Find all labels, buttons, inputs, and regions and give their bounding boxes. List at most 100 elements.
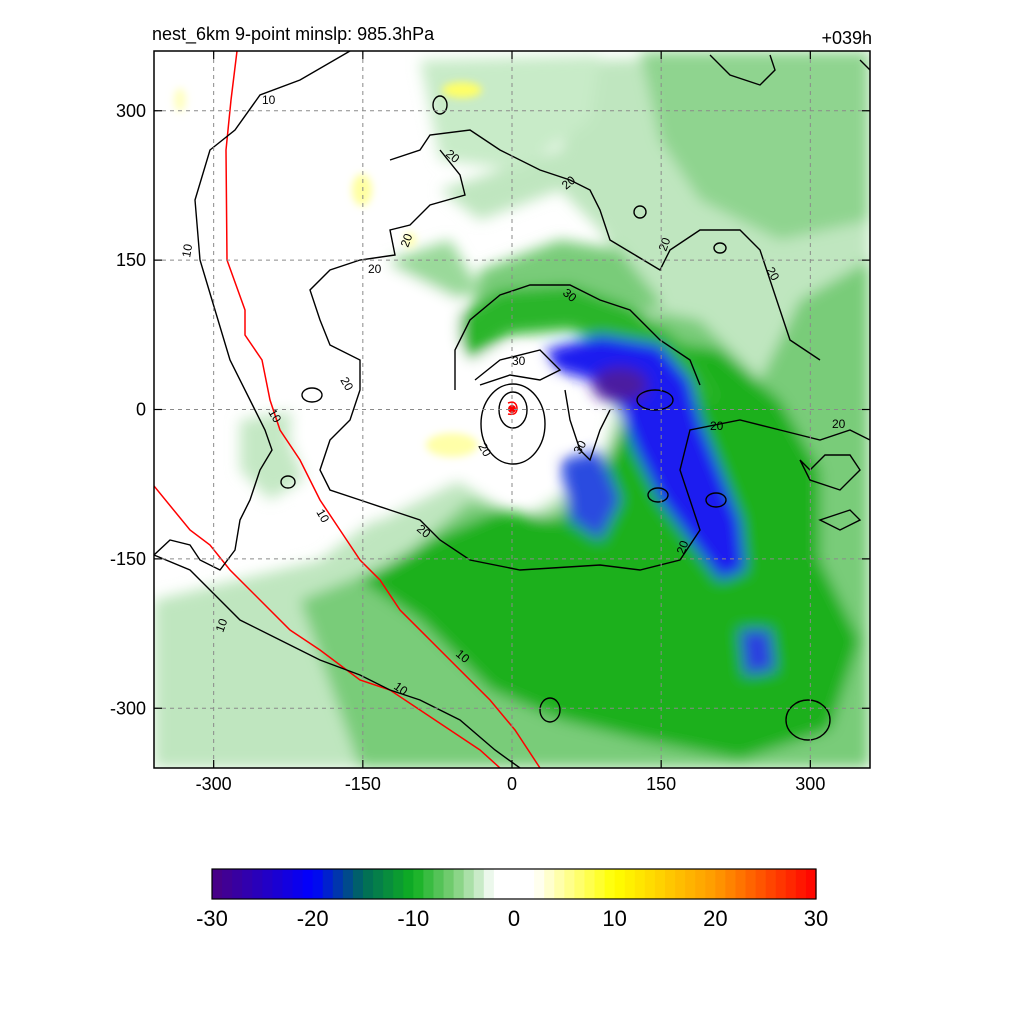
yellow-patch-2 [352,174,372,206]
colorbar-box [644,869,656,899]
contour-30-inner-arc [474,349,562,386]
colorbar-box [352,869,364,899]
contour-label-20k: 20 [832,417,846,431]
contour-eye-outer [480,383,546,465]
contour-label-20d: 20 [337,375,356,394]
contours [154,51,870,768]
colorbar-box [242,869,253,899]
contour-small-6 [432,95,448,115]
colorbar-box [493,869,505,899]
x-tick-label: 150 [646,774,676,794]
x-axis: -300 -150 0 150 300 [196,51,825,794]
colorbar-box [292,869,304,899]
colorbar-box [695,869,706,899]
colorbar-box [212,869,223,899]
clear-region-west [290,260,460,520]
shaded-field [154,51,870,768]
yellow-patch-5 [404,232,416,248]
colorbar-box [624,869,636,899]
colorbar-box [705,869,716,899]
colorbar-frame [211,868,817,900]
colorbar-box [373,869,384,899]
y-axis: 300 150 0 -150 -300 [110,101,870,718]
colorbar-tick-label: -30 [196,906,228,931]
contour-30-band [564,389,611,462]
yellow-patch-3 [426,433,478,457]
colorbar-box [584,869,596,899]
colorbar-box [363,869,374,899]
contour-small-2 [647,487,669,503]
colorbar-box [413,869,424,899]
colorbar-box [544,869,555,899]
contour-northeast [709,54,870,86]
contour-small-9 [713,242,727,254]
colorbar-box [272,869,284,899]
contour-label-20i: 20 [763,265,782,284]
colorbar-box [282,869,294,899]
yellow-patch-4 [174,88,186,112]
colorbar-box [302,869,314,899]
colorbar-box [564,869,575,899]
colorbar-box [322,869,334,899]
colorbar-box [634,869,646,899]
colorbar-box [222,869,233,899]
blue-patch-southeast [740,630,775,675]
y-tick-label: 300 [116,101,146,121]
blue-rainband [545,335,745,580]
contour-small-10 [633,205,647,219]
contour-small-7 [301,387,323,403]
colorbar-box [755,869,767,899]
yellow-patch-1 [442,82,482,98]
contour-label-20l: 20 [674,538,692,556]
bright-green-arc-north [450,285,720,400]
colorbar-box [715,869,726,899]
colorbar-box [534,869,545,899]
colorbar-tick-label: 10 [602,906,626,931]
colorbar-box [654,869,666,899]
colorbar-box [312,869,324,899]
colorbar-box [433,869,445,899]
contour-20-ring [309,149,870,571]
colorbar-box [685,869,696,899]
contour-label-20f: 20 [475,441,494,460]
storm-center-dot [508,405,516,413]
contour-label-10d: 10 [313,507,332,526]
y-tick-label: -150 [110,549,146,569]
bright-green-band [360,340,860,760]
colorbar-box [594,869,606,899]
colorbar-box [393,869,404,899]
colorbar-box [483,869,495,899]
contour-east-2 [818,509,862,531]
colorbar-box [503,869,515,899]
contour-label-10c: 10 [265,407,284,426]
contour-label-20h: 20 [656,235,674,253]
red-line-coast [225,51,541,768]
contour-label-20c: 20 [368,262,382,276]
contour-small-8 [280,475,296,489]
colorbar-box [574,869,586,899]
colorbar-tick-label: 20 [703,906,727,931]
colorbar-box [453,869,465,899]
contour-east-1 [799,454,861,491]
contour-label-30c: 30 [570,438,589,457]
contour-label-10a: 10 [262,93,276,107]
contour-small-1 [636,389,674,411]
colorbar-box [785,869,797,899]
colorbar-box [262,869,273,899]
x-tick-label: -300 [196,774,232,794]
chart-title: nest_6km 9-point minslp: 985.3hPa [152,24,435,45]
contour-10-south [154,554,521,768]
forecast-hour-label: +039h [821,28,872,48]
colorbar-box [675,869,686,899]
colorbar-tick-label: -10 [397,906,429,931]
colorbar-box [403,869,414,899]
colorbar-box [805,869,817,899]
contour-label-10e: 10 [213,616,231,634]
contour-label-10b: 10 [179,243,195,259]
eye-clear-region [450,350,560,490]
plot-area: 10 10 10 10 10 10 10 20 20 20 20 20 20 2… [154,51,870,768]
contour-20-north [389,129,821,361]
colorbar-box [795,869,807,899]
colorbar-box [423,869,435,899]
